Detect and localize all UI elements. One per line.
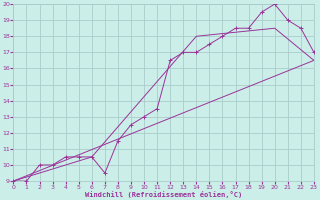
X-axis label: Windchill (Refroidissement éolien,°C): Windchill (Refroidissement éolien,°C) <box>85 191 242 198</box>
